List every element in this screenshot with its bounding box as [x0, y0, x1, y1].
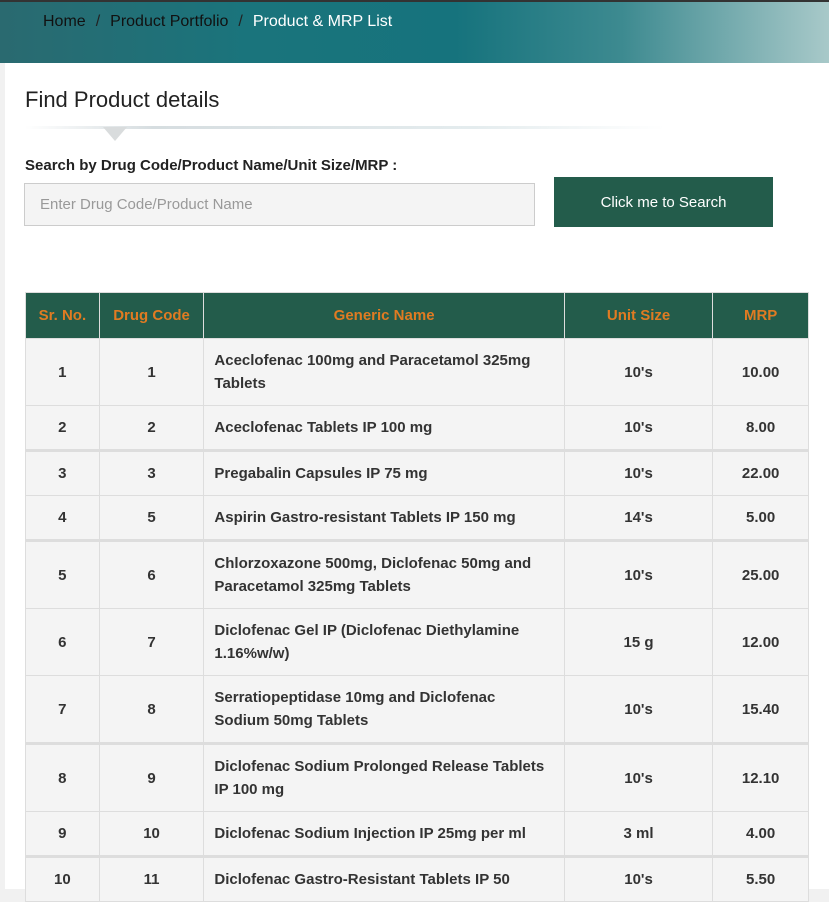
- breadcrumb-product-portfolio[interactable]: Product Portfolio: [110, 13, 229, 30]
- unit-size-cell: 10's: [563, 675, 714, 744]
- divider: [25, 126, 665, 129]
- drug-code-cell: 5: [98, 495, 205, 541]
- sr-no-cell: 6: [25, 608, 100, 676]
- drug-code-cell: 2: [98, 405, 205, 451]
- breadcrumb-home[interactable]: Home: [43, 13, 86, 30]
- product-table: Sr. No. Drug Code Generic Name Unit Size MRP…: [25, 292, 809, 902]
- mrp-cell: 4.00: [712, 811, 809, 857]
- unit-size-cell: 10's: [563, 855, 714, 902]
- table-row: 1 1 Aceclofenac 100mg and Paracetamol 325m…: [25, 338, 809, 406]
- unit-size-cell: 10's: [563, 449, 714, 496]
- mrp-cell: 22.00: [712, 449, 809, 496]
- generic-name-cell: Chlorzoxazone 500mg, Diclofenac 50mg and…: [203, 539, 565, 609]
- table-row: 7 8 Serratiopeptidase 10mg and Diclofenac …: [25, 675, 809, 744]
- generic-name-cell: Pregabalin Capsules IP 75 mg: [203, 449, 565, 496]
- generic-name-cell: Aceclofenac 100mg and Paracetamol 325mg …: [203, 338, 565, 406]
- unit-size-cell: 10's: [563, 338, 714, 406]
- search-button[interactable]: Click me to Search: [554, 177, 773, 227]
- table-row: 9 10 Diclofenac Sodium Injection IP 25mg p…: [25, 811, 809, 857]
- table-row: 3 3 Pregabalin Capsules IP 75 mg 10's 22.00: [25, 449, 809, 496]
- table-row: 6 7 Diclofenac Gel IP (Diclofenac Diethyla…: [25, 608, 809, 676]
- drug-code-cell: 3: [98, 449, 205, 496]
- sr-no-cell: 7: [25, 675, 100, 744]
- column-header: Generic Name: [203, 292, 565, 339]
- sr-no-cell: 2: [25, 405, 100, 451]
- generic-name-cell: Aceclofenac Tablets IP 100 mg: [203, 405, 565, 451]
- mrp-cell: 12.00: [712, 608, 809, 676]
- sr-no-cell: 5: [25, 539, 100, 609]
- drug-code-cell: 8: [98, 675, 205, 744]
- table-row: 10 11 Diclofenac Gastro-Resistant Tablets …: [25, 855, 809, 902]
- sr-no-cell: 1: [25, 338, 100, 406]
- table-row: 2 2 Aceclofenac Tablets IP 100 mg 10's 8.00: [25, 405, 809, 451]
- generic-name-cell: Serratiopeptidase 10mg and Diclofenac So…: [203, 675, 565, 744]
- table-row: 5 6 Chlorzoxazone 500mg, Diclofenac 50mg a…: [25, 539, 809, 609]
- mrp-cell: 5.00: [712, 495, 809, 541]
- drug-code-cell: 1: [98, 338, 205, 406]
- unit-size-cell: 10's: [563, 405, 714, 451]
- mrp-cell: 25.00: [712, 539, 809, 609]
- main-content: Find Product details Search by Drug Code…: [5, 63, 829, 902]
- unit-size-cell: 10's: [563, 539, 714, 609]
- sr-no-cell: 10: [25, 855, 100, 902]
- breadcrumb-separator: /: [95, 13, 101, 30]
- page-title: Find Product details: [25, 87, 220, 112]
- unit-size-cell: 15 g: [563, 608, 714, 676]
- unit-size-cell: 3 ml: [563, 811, 714, 857]
- drug-code-cell: 10: [98, 811, 205, 857]
- generic-name-cell: Aspirin Gastro-resistant Tablets IP 150 …: [203, 495, 565, 541]
- search-input[interactable]: [24, 183, 535, 226]
- divider-notch: [103, 127, 127, 141]
- sr-no-cell: 4: [25, 495, 100, 541]
- column-header: MRP: [712, 292, 809, 339]
- header-banner: Home / Product Portfolio / Product & MRP Lis…: [0, 0, 829, 63]
- column-header: Drug Code: [98, 292, 205, 339]
- sr-no-cell: 8: [25, 742, 100, 812]
- drug-code-cell: 11: [98, 855, 205, 902]
- generic-name-cell: Diclofenac Gel IP (Diclofenac Diethylami…: [203, 608, 565, 676]
- breadcrumb: Home / Product Portfolio / Product & MRP Lis…: [43, 13, 398, 31]
- breadcrumb-separator: /: [238, 13, 243, 30]
- mrp-cell: 12.10: [712, 742, 809, 812]
- generic-name-cell: Diclofenac Sodium Prolonged Release Tabl…: [203, 742, 565, 812]
- mrp-cell: 10.00: [712, 338, 809, 406]
- column-header: Unit Size: [563, 292, 714, 339]
- drug-code-cell: 7: [98, 608, 205, 676]
- unit-size-cell: 14's: [563, 495, 714, 541]
- mrp-cell: 15.40: [712, 675, 809, 744]
- column-header: Sr. No.: [25, 292, 100, 339]
- unit-size-cell: 10's: [563, 742, 714, 812]
- sr-no-cell: 9: [25, 811, 100, 857]
- table-row: 8 9 Diclofenac Sodium Prolonged Release Ta…: [25, 742, 809, 812]
- search-label: Search by Drug Code/Product Name/Unit Si…: [25, 157, 398, 174]
- sr-no-cell: 3: [25, 449, 100, 496]
- drug-code-cell: 9: [98, 742, 205, 812]
- generic-name-cell: Diclofenac Gastro-Resistant Tablets IP 5…: [203, 855, 565, 902]
- table-row: 4 5 Aspirin Gastro-resistant Tablets IP 15…: [25, 495, 809, 541]
- mrp-cell: 8.00: [712, 405, 809, 451]
- drug-code-cell: 6: [98, 539, 205, 609]
- mrp-cell: 5.50: [712, 855, 809, 902]
- generic-name-cell: Diclofenac Sodium Injection IP 25mg per …: [203, 811, 565, 857]
- breadcrumb-current: Product & MRP List: [252, 13, 393, 30]
